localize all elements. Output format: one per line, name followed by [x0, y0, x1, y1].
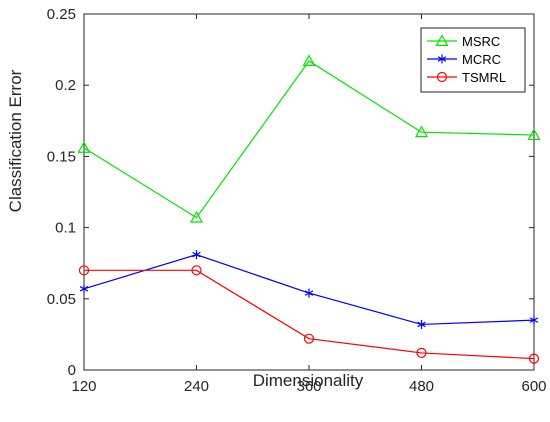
- y-tick-label: 0.25: [47, 6, 76, 23]
- legend-label: MSRC: [462, 34, 500, 49]
- y-tick-label: 0.05: [47, 291, 76, 308]
- x-tick-label: 480: [409, 378, 434, 395]
- y-tick-label: 0: [68, 362, 76, 379]
- data-point-msrc: [414, 125, 429, 138]
- data-point-tsmrl: [528, 353, 540, 364]
- y-tick-label: 0.1: [55, 220, 76, 237]
- legend: MSRC MCRC TSMRL: [420, 27, 526, 93]
- legend-box: [420, 27, 526, 93]
- x-tick-label: 240: [184, 378, 209, 395]
- legend-label: MCRC: [462, 52, 501, 67]
- data-point-msrc: [302, 54, 316, 66]
- data-point-tsmrl: [416, 347, 427, 359]
- data-point-tsmrl: [191, 265, 202, 276]
- series-line-tsmrl: [84, 269, 535, 360]
- data-point-msrc: [527, 128, 541, 141]
- x-axis-label: Dimensionality: [253, 371, 364, 390]
- data-point-tsmrl: [78, 265, 90, 276]
- data-point-msrc: [77, 141, 91, 153]
- y-axis-label: Classification Error: [6, 69, 25, 212]
- y-tick-label: 0.15: [47, 148, 76, 165]
- legend-label: TSMRL: [462, 70, 506, 85]
- x-tick-label: 120: [71, 378, 96, 395]
- data-point-tsmrl: [303, 333, 315, 344]
- data-point-mcrc: [529, 315, 539, 325]
- legend-marker: [437, 54, 447, 64]
- legend-marker: [436, 71, 448, 83]
- x-tick-label: 360: [296, 378, 321, 395]
- data-point-mcrc: [79, 284, 89, 294]
- y-tick-label: 0.2: [55, 77, 76, 94]
- data-point-mcrc: [192, 250, 201, 260]
- ticks: 120 240 360 480 600 0 0.05 0.1 0.15 0.2 0.25: [47, 6, 547, 395]
- series-line-msrc: [83, 60, 535, 219]
- x-tick-label: 600: [521, 378, 546, 395]
- data-point-mcrc: [304, 288, 314, 298]
- data-point-mcrc: [417, 319, 426, 329]
- series-lines: [77, 54, 541, 364]
- data-point-msrc: [189, 210, 204, 223]
- legend-marker: [435, 34, 449, 47]
